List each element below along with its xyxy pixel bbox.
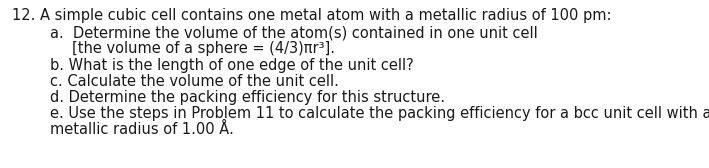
Text: e. Use the steps in Problem 11 to calculate the packing efficiency for a bcc uni: e. Use the steps in Problem 11 to calcul… [50,106,709,121]
Text: b. What is the length of one edge of the unit cell?: b. What is the length of one edge of the… [50,58,414,73]
Text: 12. A simple cubic cell contains one metal atom with a metallic radius of 100 pm: 12. A simple cubic cell contains one met… [12,8,611,23]
Text: d. Determine the packing efficiency for this structure.: d. Determine the packing efficiency for … [50,90,445,105]
Text: [the volume of a sphere = (4/3)πr³].: [the volume of a sphere = (4/3)πr³]. [72,41,335,56]
Text: c. Calculate the volume of the unit cell.: c. Calculate the volume of the unit cell… [50,74,339,89]
Text: a.  Determine the volume of the atom(s) contained in one unit cell: a. Determine the volume of the atom(s) c… [50,26,537,41]
Text: metallic radius of 1.00 Å.: metallic radius of 1.00 Å. [50,122,234,137]
